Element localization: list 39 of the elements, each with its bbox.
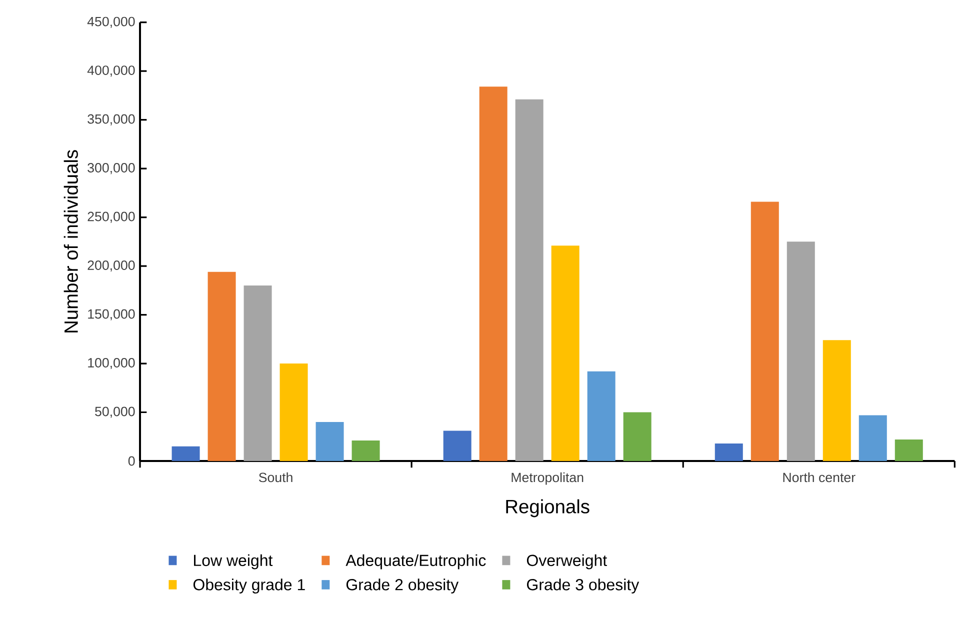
- y-tick-label: 150,000: [88, 309, 135, 320]
- legend-label: Grade 2 obesity: [346, 578, 459, 594]
- legend-label: Obesity grade 1: [193, 578, 305, 594]
- bar: [786, 242, 815, 462]
- y-tick-label: 250,000: [88, 212, 135, 223]
- bar: [280, 364, 308, 462]
- legend-label: Overweight: [526, 554, 607, 570]
- bar: [623, 412, 652, 462]
- y-tick-label: 300,000: [88, 163, 135, 174]
- y-tick-label: 450,000: [87, 16, 135, 28]
- bar: [551, 246, 580, 462]
- bar: [714, 443, 743, 462]
- bar: [858, 415, 887, 462]
- bar: [479, 86, 508, 462]
- x-tick-label: Metropolitan: [512, 472, 584, 485]
- bar: [208, 272, 236, 462]
- y-tick-label: 50,000: [95, 406, 135, 418]
- bar: [352, 440, 380, 462]
- bar: [750, 202, 779, 462]
- legend-label: Grade 3 obesity: [527, 578, 640, 594]
- y-tick-label: 350,000: [88, 114, 135, 126]
- bar: [894, 440, 923, 462]
- legend-label: Low weight: [194, 554, 273, 570]
- y-axis-title: Number of individuals: [64, 150, 78, 332]
- bar: [515, 99, 544, 462]
- legend-label: Adequate/Eutrophic: [346, 554, 486, 570]
- bar: [172, 446, 200, 462]
- x-tick-label: North center: [783, 472, 856, 482]
- bar: [587, 371, 616, 462]
- bar: [316, 422, 344, 462]
- y-tick-label: 100,000: [88, 358, 135, 370]
- y-tick-label: 200,000: [88, 260, 135, 272]
- bar: [244, 286, 272, 462]
- x-axis-title: Regionals: [506, 499, 590, 518]
- y-tick-label: 400,000: [87, 66, 135, 77]
- bar: [822, 340, 851, 462]
- y-tick-label: 0: [128, 456, 135, 466]
- x-tick-label: South: [258, 472, 292, 482]
- bar: [443, 430, 472, 462]
